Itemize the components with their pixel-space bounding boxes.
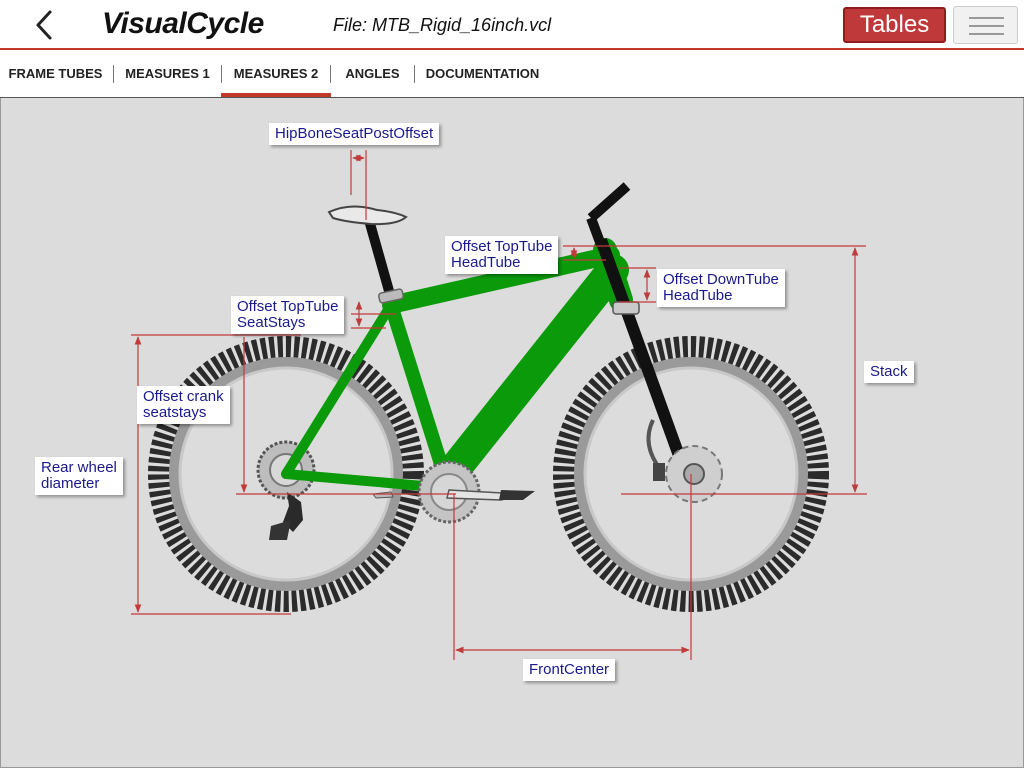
label-stack[interactable]: Stack bbox=[864, 361, 914, 383]
top-bar: VisualCycle File: MTB_Rigid_16inch.vcl T… bbox=[0, 0, 1024, 50]
tab-divider bbox=[113, 65, 114, 83]
label-front-center[interactable]: FrontCenter bbox=[523, 659, 616, 681]
rear-cassette bbox=[256, 440, 316, 540]
bike-diagram-canvas: HipBoneSeatPostOffset Offset TopTube Hea… bbox=[0, 98, 1024, 768]
tab-measures-1[interactable]: MEASURES 1 bbox=[125, 66, 210, 81]
app-title: VisualCycle bbox=[102, 7, 264, 40]
hamburger-menu-icon[interactable] bbox=[953, 6, 1018, 44]
tab-measures-2[interactable]: MEASURES 2 bbox=[221, 50, 331, 97]
saddle-and-seatpost bbox=[327, 205, 408, 304]
bike-diagram bbox=[131, 150, 867, 660]
tab-frame-tubes[interactable]: FRAME TUBES bbox=[8, 66, 103, 81]
tab-documentation[interactable]: DOCUMENTATION bbox=[425, 66, 540, 81]
fork-and-stem bbox=[586, 182, 723, 503]
back-arrow-icon[interactable] bbox=[30, 8, 60, 42]
dimension-lines bbox=[131, 150, 867, 660]
label-rear-wheel-diameter[interactable]: Rear wheel diameter bbox=[35, 457, 123, 495]
label-hipbone-seatpost-offset[interactable]: HipBoneSeatPostOffset bbox=[269, 123, 440, 145]
label-offset-crank-seatstays[interactable]: Offset crank seatstays bbox=[137, 386, 230, 424]
rear-wheel bbox=[148, 336, 424, 612]
label-offset-toptube-headtube[interactable]: Offset TopTube HeadTube bbox=[445, 236, 559, 274]
label-offset-downtube-headtube[interactable]: Offset DownTube HeadTube bbox=[657, 269, 785, 307]
tab-bar: FRAME TUBES MEASURES 1 MEASURES 2 ANGLES… bbox=[0, 50, 1024, 98]
label-offset-toptube-seatstays[interactable]: Offset TopTube SeatStays bbox=[231, 296, 345, 334]
file-name: File: MTB_Rigid_16inch.vcl bbox=[333, 15, 552, 35]
tab-divider bbox=[414, 65, 415, 83]
tab-divider bbox=[330, 65, 331, 83]
tables-button[interactable]: Tables bbox=[843, 7, 946, 43]
tab-divider bbox=[221, 65, 222, 83]
tab-angles[interactable]: ANGLES bbox=[345, 66, 400, 81]
